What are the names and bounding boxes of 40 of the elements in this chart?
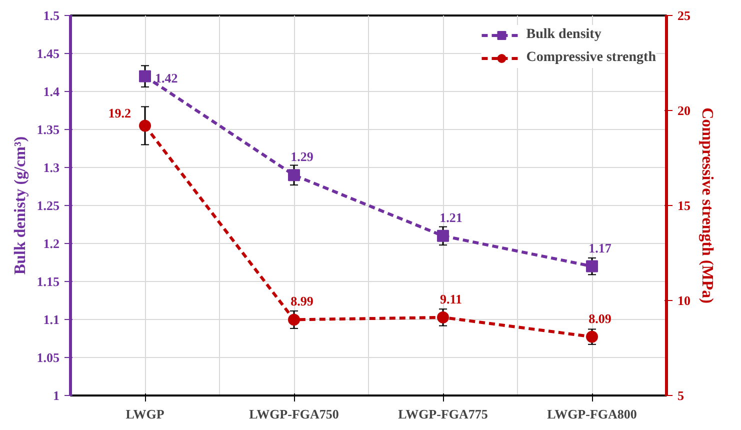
legend-label: Compressive strength (526, 50, 656, 66)
data-label: 1.21 (440, 210, 462, 225)
x-tick-label: LWGP (126, 406, 164, 422)
point (437, 230, 449, 242)
x-tick-label: LWGP-FGA800 (547, 406, 637, 422)
y2-axis-title: Compressive strength (MPa) (698, 108, 716, 304)
y-tick-label: 1.25 (36, 198, 60, 213)
point (139, 120, 151, 132)
y-tick-label: 1.3 (43, 160, 60, 175)
y-axis-title: Bulk denisty (g/cm³) (12, 136, 29, 275)
y-tick-label: 1.5 (43, 8, 60, 23)
point (437, 311, 449, 324)
data-label: 8.99 (290, 294, 314, 309)
y2-tick-label: 15 (678, 198, 691, 213)
y-tick-label: 1.45 (36, 46, 60, 61)
y-tick-label: 1.15 (36, 274, 60, 289)
y2-tick-label: 10 (678, 293, 690, 308)
y2-tick-label: 5 (678, 388, 684, 403)
y-tick-label: 1.1 (43, 312, 60, 327)
point (586, 260, 598, 272)
legend-label: Bulk density (526, 27, 602, 43)
data-label: 1.42 (155, 70, 178, 86)
y-tick-label: 1 (53, 388, 60, 403)
point (288, 169, 300, 182)
data-label: 9.11 (440, 291, 462, 306)
data-label: 8.09 (588, 310, 612, 326)
data-label: 1.17 (588, 240, 612, 256)
x-tick-label: LWGP-FGA750 (249, 406, 339, 422)
y2-tick-label: 25 (678, 8, 691, 23)
point (139, 70, 151, 82)
x-tick-label: LWGP-FGA775 (398, 406, 488, 422)
y-tick-label: 1.4 (43, 84, 60, 99)
y-tick-label: 1.05 (36, 350, 60, 365)
y-tick-label: 1.2 (43, 236, 60, 251)
y2-tick-label: 20 (678, 103, 690, 118)
data-label: 19.2 (108, 106, 131, 121)
point (288, 314, 300, 326)
data-label: 1.29 (290, 149, 314, 164)
point (586, 330, 598, 343)
y-tick-label: 1.35 (36, 122, 60, 137)
